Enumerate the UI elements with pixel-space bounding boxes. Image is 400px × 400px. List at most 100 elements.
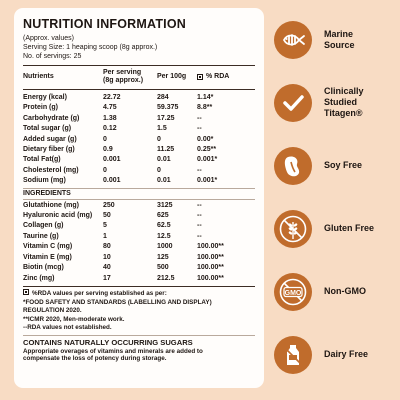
table-row: Hyaluronic acid (mg) 50 625 -- bbox=[23, 211, 255, 221]
cell-serving: 0.001 bbox=[103, 156, 121, 164]
overage-note-1: Appropriate overages of vitamins and min… bbox=[23, 347, 203, 355]
cell-rda: -- bbox=[197, 222, 202, 230]
cell-per100: 0.01 bbox=[157, 156, 171, 164]
cell-serving: 5 bbox=[103, 222, 107, 230]
cell-rda: -- bbox=[197, 232, 202, 240]
cell-name: Carbohydrate (g) bbox=[23, 114, 80, 122]
footnote-rda-na: --RDA values not established. bbox=[23, 324, 112, 332]
cell-per100: 12.5 bbox=[157, 232, 171, 240]
badge-label: Non-GMO bbox=[324, 286, 366, 296]
cell-name: Sodium (mg) bbox=[23, 177, 66, 185]
cell-name: Added sugar (g) bbox=[23, 135, 77, 143]
cell-serving: 250 bbox=[103, 201, 115, 209]
cell-serving: 1 bbox=[103, 232, 107, 240]
badge-soy-free: Soy Free bbox=[274, 134, 400, 197]
cell-serving: 17 bbox=[103, 274, 111, 282]
gmo-crossed-icon: GMO bbox=[274, 272, 312, 311]
cell-per100: 284 bbox=[157, 94, 169, 101]
cell-rda: 1.14* bbox=[197, 94, 214, 101]
cell-rda: -- bbox=[197, 114, 202, 122]
serving-size: Serving Size: 1 heaping scoop (8g approx… bbox=[23, 44, 158, 51]
cell-per100: 3125 bbox=[157, 201, 173, 209]
cell-per100: 1000 bbox=[157, 243, 173, 251]
soybean-crossed-icon bbox=[274, 146, 312, 185]
overage-note-2: compensate the loss of potency during st… bbox=[23, 355, 167, 363]
contains-sugars: CONTAINS NATURALLY OCCURRING SUGARS bbox=[23, 337, 193, 347]
table-row: Sodium (mg) 0.001 0.01 0.001* bbox=[23, 176, 255, 186]
badge-non-gmo: GMO Non-GMO bbox=[274, 260, 400, 323]
nutrient-rows: Energy (kcal) 22.72 284 1.14* Protein (g) 4.7… bbox=[23, 93, 255, 187]
table-row: Biotin (mcg) 40 500 100.00** bbox=[23, 263, 255, 273]
cell-serving: 4.75 bbox=[103, 104, 117, 112]
nutrition-panel: NUTRITION INFORMATION (Approx. values) S… bbox=[14, 8, 264, 388]
footnote-rda: %RDA values per serving established as p… bbox=[23, 288, 255, 299]
cell-per100: 212.5 bbox=[157, 274, 175, 282]
table-row: Carbohydrate (g) 1.38 17.25 -- bbox=[23, 114, 255, 124]
cell-serving: 40 bbox=[103, 264, 111, 272]
cell-rda: -- bbox=[197, 212, 202, 220]
cell-per100: 500 bbox=[157, 264, 169, 272]
badge-label: Soy Free bbox=[324, 160, 363, 170]
cell-rda: -- bbox=[197, 201, 202, 209]
cell-name: Total sugar (g) bbox=[23, 125, 72, 133]
cell-name: Total Fat(g) bbox=[23, 156, 61, 164]
cell-rda: 0.25** bbox=[197, 146, 217, 154]
cell-rda: 100.00** bbox=[197, 274, 224, 282]
cell-serving: 0 bbox=[103, 135, 107, 143]
badge-gluten-free: Gluten Free bbox=[274, 197, 400, 260]
footnote-icmr: **ICMR 2020, Men-moderate work. bbox=[23, 315, 125, 323]
table-row: Total sugar (g) 0.12 1.5 -- bbox=[23, 124, 255, 134]
cell-serving: 0.9 bbox=[103, 146, 113, 154]
cell-rda: 0.001* bbox=[197, 177, 218, 185]
rda-icon bbox=[23, 288, 29, 295]
cell-per100: 59.375 bbox=[157, 104, 179, 112]
cell-name: Vitamin E (mg) bbox=[23, 253, 72, 261]
badge-column: Marine Source Clinically Studied Titagen® S… bbox=[274, 8, 400, 386]
cell-name: Collagen (g) bbox=[23, 222, 64, 230]
divider bbox=[23, 198, 255, 200]
cell-name: Protein (g) bbox=[23, 104, 58, 112]
badge-label: Dairy Free bbox=[324, 349, 369, 359]
cell-per100: 1.5 bbox=[157, 125, 167, 133]
table-row: Dietary fiber (g) 0.9 11.25 0.25** bbox=[23, 145, 255, 155]
cell-name: Vitamin C (mg) bbox=[23, 243, 73, 251]
cell-name: Energy (kcal) bbox=[23, 94, 67, 101]
cell-per100: 125 bbox=[157, 253, 169, 261]
footnote-fssai: *FOOD SAFETY AND STANDARDS (LABELLING AN… bbox=[23, 298, 212, 306]
divider bbox=[23, 285, 255, 287]
divider bbox=[23, 65, 255, 66]
servings-count: No. of servings: 25 bbox=[23, 53, 82, 60]
milk-bottle-crossed-icon bbox=[274, 335, 312, 374]
cell-rda: 0.00* bbox=[197, 135, 214, 143]
badge-dairy-free: Dairy Free bbox=[274, 323, 400, 386]
cell-serving: 50 bbox=[103, 212, 111, 220]
cell-name: Zinc (mg) bbox=[23, 274, 55, 282]
table-row: Zinc (mg) 17 212.5 100.00** bbox=[23, 274, 255, 284]
cell-rda: -- bbox=[197, 166, 202, 174]
header-per-serving: Per serving (8g approx.) bbox=[103, 69, 144, 84]
rda-icon bbox=[197, 74, 203, 80]
badge-label: Marine Source bbox=[324, 28, 355, 50]
cell-per100: 0 bbox=[157, 135, 161, 143]
table-row: Cholesterol (mg) 0 0 -- bbox=[23, 166, 255, 176]
svg-text:GMO: GMO bbox=[285, 290, 302, 297]
cell-name: Glutathione (mg) bbox=[23, 201, 79, 209]
approx-values: (Approx. values) bbox=[23, 35, 74, 42]
badge-clinically-studied: Clinically Studied Titagen® bbox=[274, 71, 400, 134]
cell-serving: 10 bbox=[103, 253, 111, 261]
header-per-100g: Per 100g bbox=[157, 73, 187, 80]
cell-rda: -- bbox=[197, 125, 202, 133]
cell-per100: 625 bbox=[157, 212, 169, 220]
cell-per100: 0.01 bbox=[157, 177, 171, 185]
badge-marine-source: Marine Source bbox=[274, 8, 400, 71]
cell-name: Cholesterol (mg) bbox=[23, 166, 79, 174]
cell-serving: 0.12 bbox=[103, 125, 117, 133]
cell-name: Hyaluronic acid (mg) bbox=[23, 212, 93, 220]
cell-rda: 0.001* bbox=[197, 156, 218, 164]
cell-serving: 0.001 bbox=[103, 177, 121, 185]
ingredient-rows: Glutathione (mg) 250 3125 -- Hyaluronic acid… bbox=[23, 201, 255, 284]
divider bbox=[23, 334, 255, 336]
ingredients-title: INGREDIENTS bbox=[23, 189, 71, 197]
fish-icon bbox=[274, 20, 312, 59]
checkmark-icon bbox=[274, 83, 312, 122]
